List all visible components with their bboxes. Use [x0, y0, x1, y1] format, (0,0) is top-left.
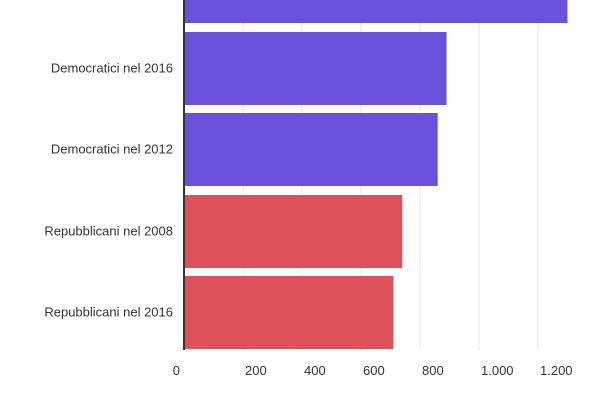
- category-label: Democratici nel 2012: [51, 142, 173, 157]
- bar: [184, 195, 403, 268]
- category-label: Repubblicani nel 2008: [44, 224, 173, 239]
- bar: [184, 0, 568, 23]
- x-tick-label: 0: [173, 363, 180, 378]
- x-tick-label: 800: [422, 363, 444, 378]
- bars: [184, 0, 568, 349]
- bar: [184, 276, 394, 349]
- x-tick-label: 200: [245, 363, 267, 378]
- category-label: Democratici nel 2016: [51, 61, 173, 76]
- x-tick-label: 1.200: [540, 363, 573, 378]
- x-tick-label: 400: [304, 363, 326, 378]
- bar: [184, 32, 447, 105]
- x-tick-label: 1.000: [481, 363, 514, 378]
- category-label: Repubblicani nel 2016: [44, 305, 173, 320]
- category-labels: Democratici nel 2016 Democratici nel 2012…: [44, 61, 173, 320]
- x-tick-label: 600: [363, 363, 385, 378]
- x-tick-labels: 0 200 400 600 800 1.000 1.200: [173, 363, 573, 378]
- bar: [184, 113, 438, 186]
